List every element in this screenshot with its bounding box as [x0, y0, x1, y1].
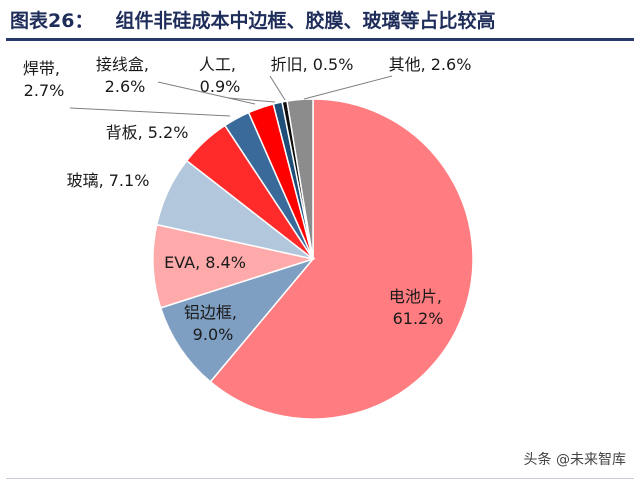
slice-label-2: 铝边框, 9.0% — [184, 303, 242, 344]
slice-value: 2.6% — [105, 77, 146, 96]
slice-label-10: 其他, 2.6% — [389, 55, 472, 74]
slice-label-3: EVA, 8.4% — [164, 253, 246, 272]
figure-label: 图表26： — [10, 10, 94, 32]
figure-title-text: 组件非硅成本中边框、胶膜、玻璃等占比较高 — [115, 10, 496, 32]
slice-label-5: 背板, 5.2% — [106, 123, 189, 142]
slice-label-9: 折旧, 0.5% — [271, 55, 354, 74]
slice-name: 玻璃, 7.1% — [67, 171, 150, 190]
slice-name: 人工, — [199, 55, 241, 74]
slice-name: 焊带, — [23, 59, 65, 78]
slice-name: 背板, 5.2% — [106, 123, 189, 142]
slice-name: 其他, 2.6% — [389, 55, 472, 74]
pie-slice-1 — [209, 98, 474, 420]
leader-line-10 — [303, 75, 393, 100]
slice-name: 折旧, 0.5% — [271, 55, 354, 74]
pie-labels: 电池片, 61.2% 铝边框, 9.0% EVA, 8.4% 玻璃, 7.1% 背板, … — [23, 55, 472, 344]
bottom-rule — [6, 478, 634, 479]
pie-slices — [152, 98, 474, 420]
slice-name: 铝边框, — [184, 303, 242, 322]
slice-label-1: 电池片, 61.2% — [389, 287, 447, 328]
slice-name: EVA, 8.4% — [164, 253, 246, 272]
pie-slice-10 — [286, 98, 314, 260]
slice-value: 61.2% — [393, 309, 444, 328]
slice-value: 0.9% — [200, 77, 241, 96]
slice-label-8: 人工, 0.9% — [199, 55, 241, 96]
pie-slice-2 — [159, 257, 316, 383]
slice-value: 9.0% — [193, 325, 234, 344]
title-rule — [6, 38, 634, 41]
leader-line-9 — [269, 75, 286, 101]
watermark: 头条 @未来智库 — [523, 452, 626, 468]
slice-value: 2.7% — [24, 81, 65, 100]
slice-label-7: 接线盒, 2.6% — [96, 55, 154, 96]
slice-name: 接线盒, — [96, 55, 154, 74]
leader-line-8 — [227, 97, 276, 103]
leader-line-7 — [157, 81, 256, 105]
slice-label-6: 焊带, 2.7% — [23, 59, 65, 100]
figure-title: 图表26： 组件非硅成本中边框、胶膜、玻璃等占比较高 — [10, 6, 630, 36]
slice-name: 电池片, — [389, 287, 447, 306]
slice-label-4: 玻璃, 7.1% — [67, 171, 150, 190]
leader-line-6 — [69, 107, 231, 117]
